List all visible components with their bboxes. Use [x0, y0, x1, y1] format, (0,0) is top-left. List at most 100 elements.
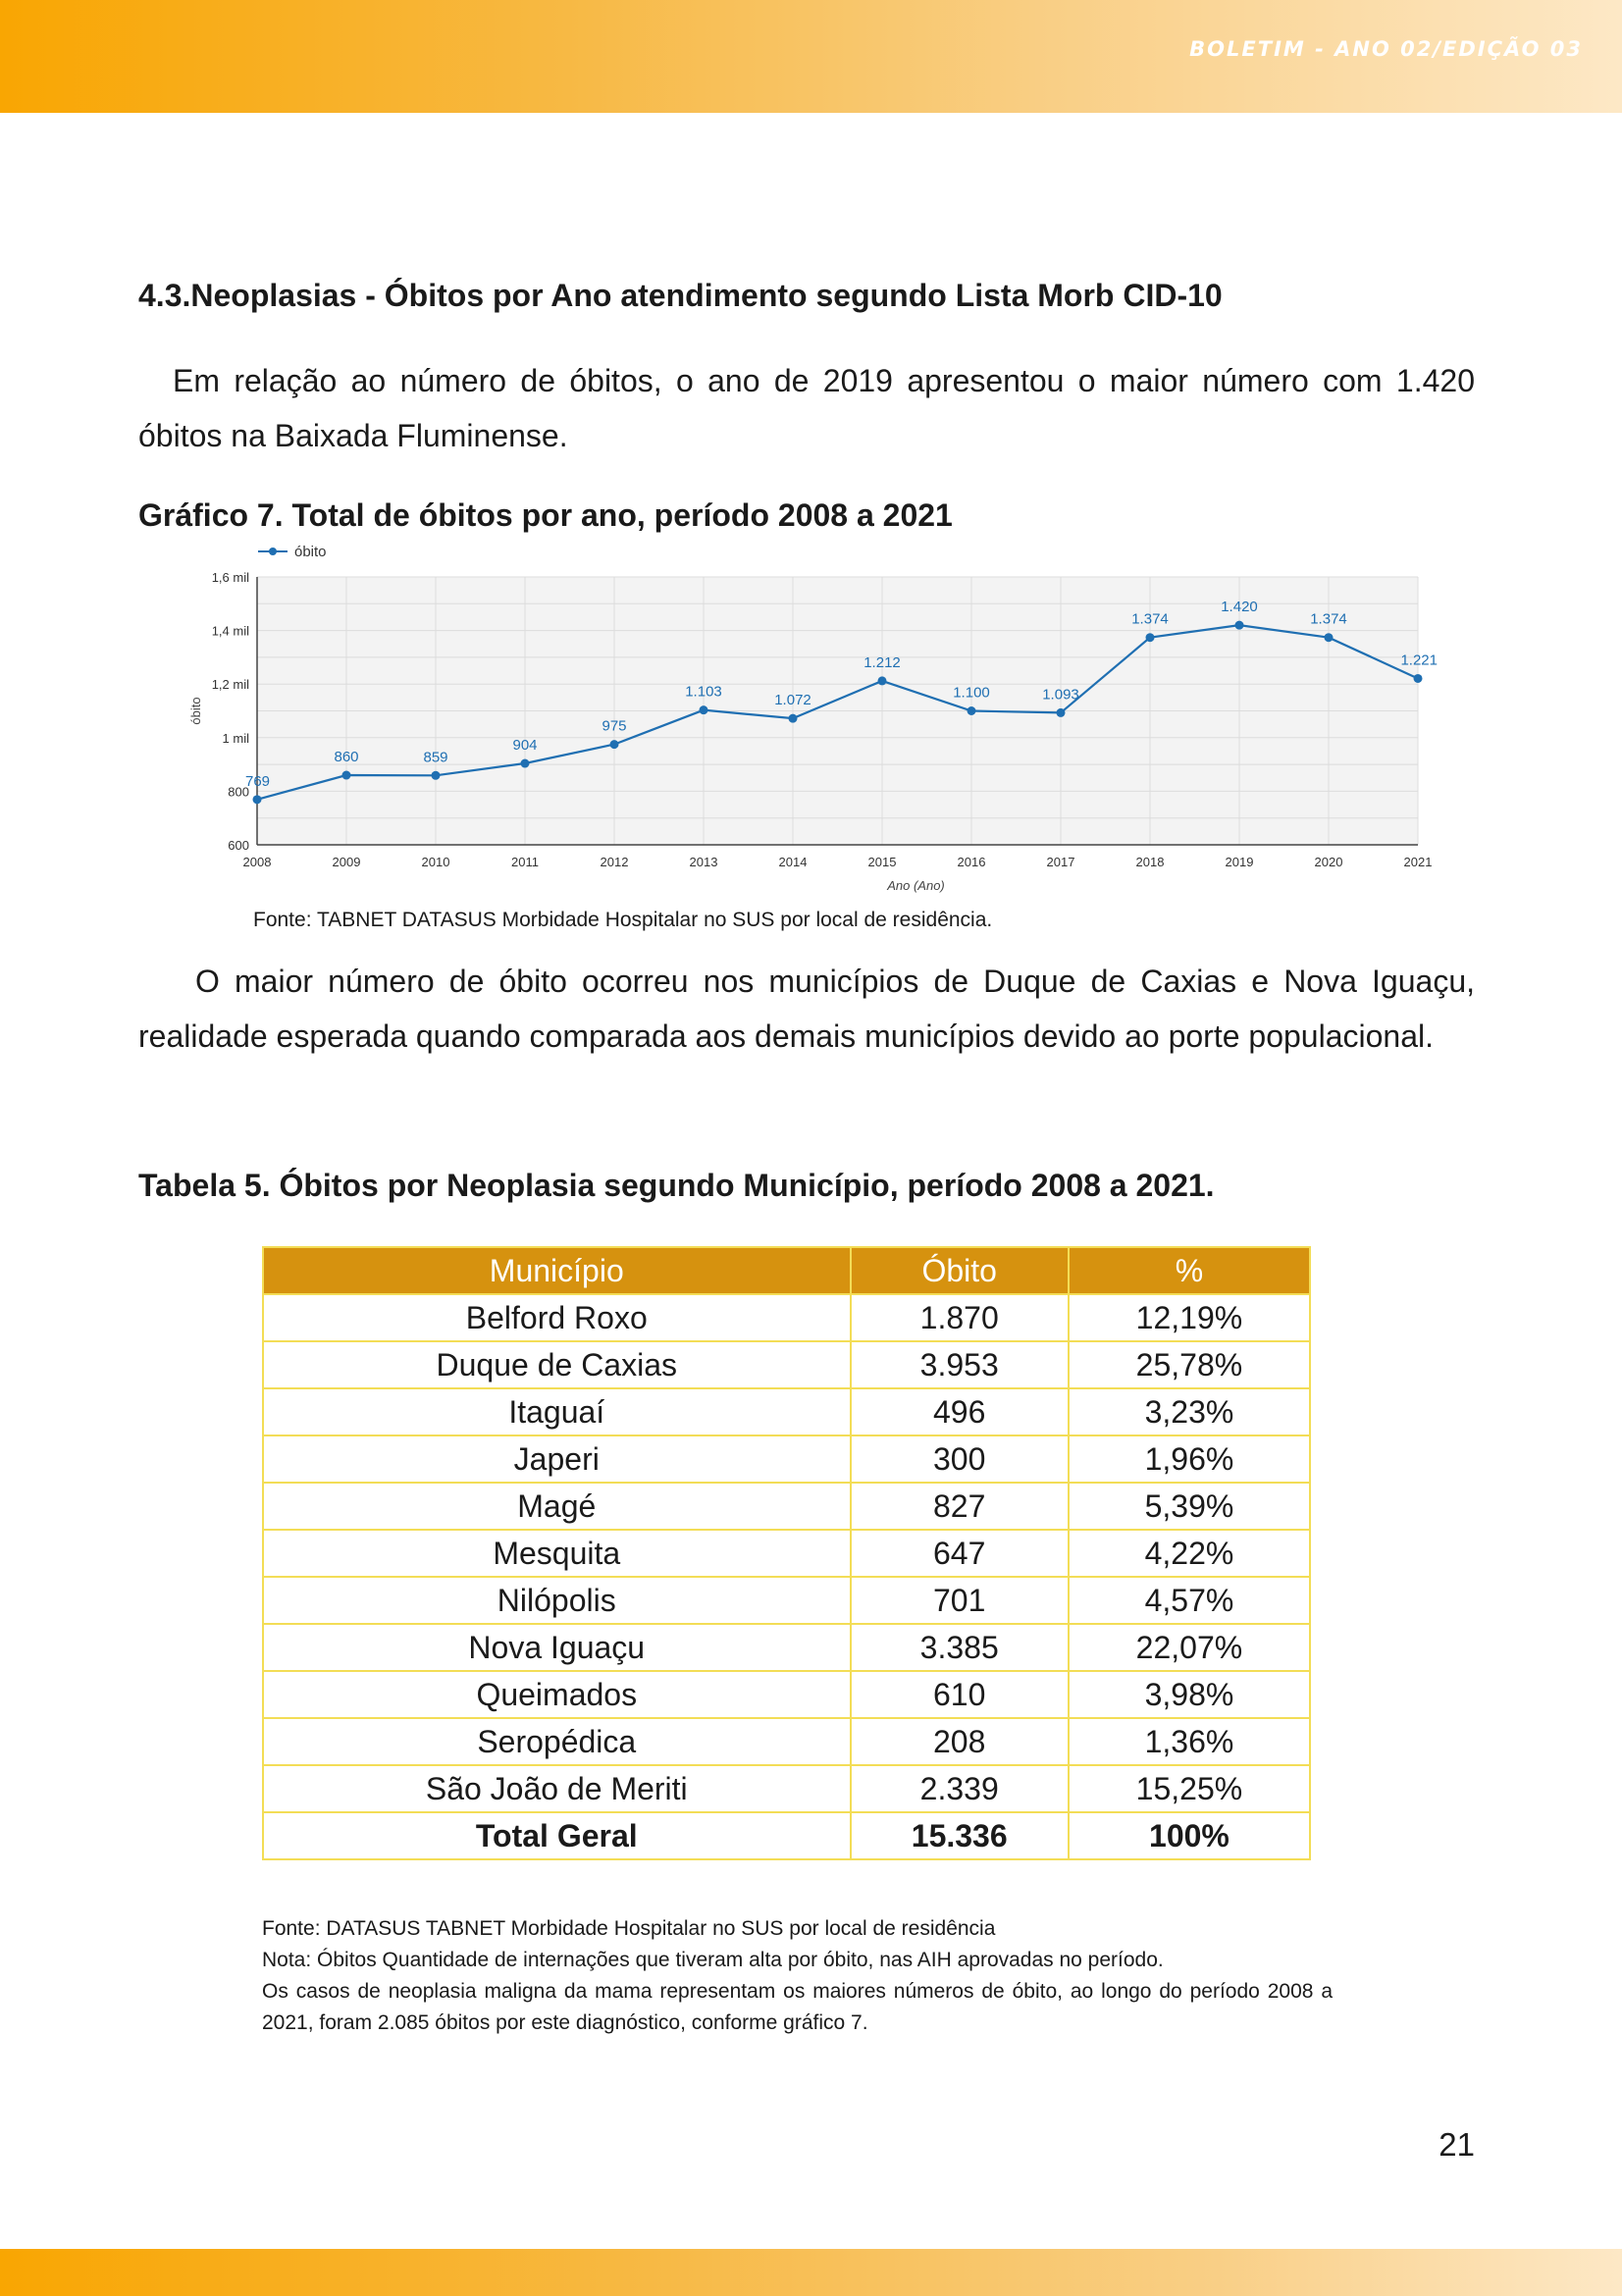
data-point	[788, 713, 798, 723]
table-row: São João de Meriti 2.339 15,25%	[262, 1764, 1312, 1813]
header-band: BOLETIM - ANO 02/EDIÇÃO 03	[0, 0, 1622, 113]
cell-percent: 1,96%	[1067, 1435, 1312, 1484]
data-point	[341, 770, 351, 780]
data-label: 975	[602, 718, 626, 735]
cell-obito: 3.385	[849, 1623, 1070, 1672]
x-axis-label: Ano (Ano)	[886, 878, 945, 893]
cell-municipio: Queimados	[262, 1670, 852, 1719]
x-tick-label: 2018	[1136, 855, 1165, 869]
cell-obito: 496	[849, 1387, 1070, 1436]
data-label: 1.103	[685, 684, 722, 701]
cell-percent: 25,78%	[1067, 1340, 1312, 1389]
table-row: Duque de Caxias 3.953 25,78%	[262, 1340, 1312, 1389]
data-label: 1.374	[1131, 611, 1169, 628]
cell-obito: 701	[849, 1576, 1070, 1625]
x-tick-label: 2013	[690, 855, 718, 869]
x-tick-label: 2017	[1047, 855, 1075, 869]
header-municipio: Município	[262, 1246, 852, 1295]
table-total-row: Total Geral 15.336 100%	[262, 1811, 1312, 1860]
chart-source: Fonte: TABNET DATASUS Morbidade Hospital…	[253, 909, 993, 931]
y-tick-label: 600	[228, 838, 249, 853]
legend-marker	[269, 548, 277, 555]
table-row: Magé 827 5,39%	[262, 1482, 1312, 1531]
x-tick-label: 2011	[511, 855, 539, 869]
header-title: BOLETIM - ANO 02/EDIÇÃO 03	[1189, 37, 1583, 61]
cell-municipio: Duque de Caxias	[262, 1340, 852, 1389]
cell-percent: 4,22%	[1067, 1529, 1312, 1578]
cell-municipio: Nova Iguaçu	[262, 1623, 852, 1672]
cell-obito: 208	[849, 1717, 1070, 1766]
x-tick-label: 2021	[1404, 855, 1433, 869]
series-line	[256, 624, 1419, 801]
data-label: 1.212	[863, 654, 901, 671]
chart-legend: óbito	[258, 544, 327, 560]
chart-grid	[256, 576, 1419, 846]
data-point	[967, 706, 976, 715]
cell-percent: 5,39%	[1067, 1482, 1312, 1531]
cell-municipio: Japeri	[262, 1435, 852, 1484]
table-row: Itaguaí 496 3,23%	[262, 1387, 1312, 1436]
data-point	[520, 758, 530, 768]
notes-text: Os casos de neoplasia maligna da mama re…	[262, 1980, 1333, 2034]
chart-svg: 600 800 1 mil 1,2 mil 1,4 mil 1,6 mil 2008 2009…	[188, 544, 1438, 893]
line-chart: 600 800 1 mil 1,2 mil 1,4 mil 1,6 mil 2008 2009…	[177, 538, 1452, 901]
cell-percent: 22,07%	[1067, 1623, 1312, 1672]
cell-percent: 4,57%	[1067, 1576, 1312, 1625]
table-row: Nilópolis 701 4,57%	[262, 1576, 1312, 1625]
data-label: 1.072	[774, 692, 811, 708]
x-tick-label: 2020	[1315, 855, 1343, 869]
cell-obito: 300	[849, 1435, 1070, 1484]
cell-percent: 12,19%	[1067, 1293, 1312, 1342]
data-label: 1.221	[1400, 652, 1438, 668]
cell-percent: 1,36%	[1067, 1717, 1312, 1766]
table-row: Mesquita 647 4,22%	[262, 1529, 1312, 1578]
section-heading: 4.3.Neoplasias - Óbitos por Ano atendime…	[138, 278, 1223, 313]
data-label: 1.093	[1042, 686, 1079, 703]
data-point	[609, 740, 619, 750]
data-point	[431, 770, 441, 780]
data-point	[1324, 633, 1334, 643]
table-row: Queimados 610 3,98%	[262, 1670, 1312, 1719]
data-label: 904	[512, 737, 537, 754]
paragraph-2: O maior número de óbito ocorreu nos muni…	[138, 964, 1475, 1054]
cell-municipio: Belford Roxo	[262, 1293, 852, 1342]
page-number: 21	[1439, 2126, 1475, 2163]
data-label: 1.374	[1310, 611, 1347, 628]
data-label: 860	[334, 749, 358, 765]
y-tick-label: 1,4 mil	[212, 624, 249, 639]
legend-label: óbito	[294, 544, 327, 560]
data-point	[252, 795, 262, 805]
x-tick-label: 2009	[333, 855, 361, 869]
data-point	[1413, 673, 1423, 683]
table-notes: Fonte: DATASUS TABNET Morbidade Hospital…	[262, 1913, 1333, 2039]
data-label: 1.420	[1221, 599, 1258, 615]
total-obito: 15.336	[849, 1811, 1070, 1860]
header-percent: %	[1067, 1246, 1312, 1295]
cell-percent: 3,98%	[1067, 1670, 1312, 1719]
data-point	[1056, 707, 1066, 717]
table-row: Seropédica 208 1,36%	[262, 1717, 1312, 1766]
x-tick-label: 2008	[243, 855, 272, 869]
data-label: 1.100	[953, 685, 990, 702]
x-tick-label: 2010	[422, 855, 450, 869]
x-tick-label: 2012	[601, 855, 629, 869]
x-tick-label: 2019	[1226, 855, 1254, 869]
table-row: Japeri 300 1,96%	[262, 1435, 1312, 1484]
municipality-table: Município Óbito % Belford Roxo 1.870 12,19…	[262, 1246, 1312, 1860]
footer-band	[0, 2249, 1622, 2296]
cell-obito: 3.953	[849, 1340, 1070, 1389]
table-body: Belford Roxo 1.870 12,19% Duque de Caxias 3…	[262, 1293, 1312, 1860]
table-row: Belford Roxo 1.870 12,19%	[262, 1293, 1312, 1342]
cell-municipio: Mesquita	[262, 1529, 852, 1578]
data-label: 769	[245, 773, 270, 790]
data-point	[1145, 633, 1155, 643]
y-tick-label: 1 mil	[223, 731, 250, 746]
table-header-row: Município Óbito %	[262, 1246, 1312, 1295]
cell-municipio: São João de Meriti	[262, 1764, 852, 1813]
notes-note: Nota: Óbitos Quantidade de internações q…	[262, 1949, 1164, 1971]
cell-municipio: Itaguaí	[262, 1387, 852, 1436]
cell-obito: 1.870	[849, 1293, 1070, 1342]
data-point	[1234, 620, 1244, 630]
y-tick-label: 1,2 mil	[212, 677, 249, 692]
cell-obito: 610	[849, 1670, 1070, 1719]
